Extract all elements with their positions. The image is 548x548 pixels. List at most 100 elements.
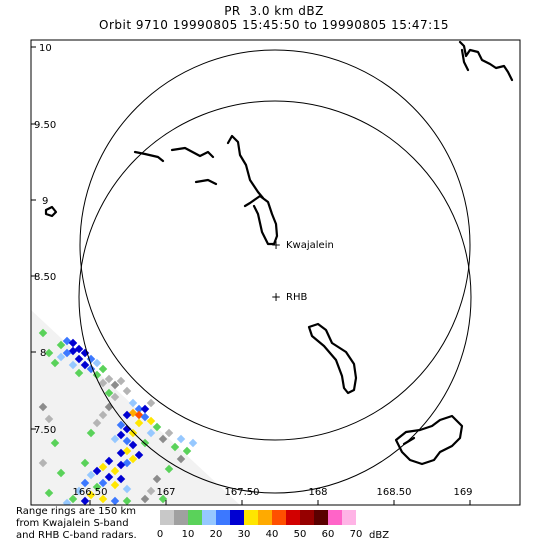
- radar-echo-cell: [110, 380, 120, 390]
- lon-label-168: 168: [308, 487, 327, 498]
- swath-edge-region: [31, 310, 240, 505]
- radar-echo-cell: [134, 450, 144, 460]
- colorbar-tick-10: 10: [182, 529, 195, 540]
- radar-echo-cell: [56, 352, 66, 362]
- colorbar-swatch: [202, 510, 216, 525]
- radar-echo-cell: [92, 358, 102, 368]
- kwajalein-range-ring: [79, 49, 471, 441]
- lat-label-8-50: 8.50: [34, 272, 56, 283]
- radar-echo-cell: [98, 364, 108, 374]
- radar-echo-cell: [134, 404, 144, 414]
- radar-echo-cell: [110, 434, 120, 444]
- lon-label-167: 167: [156, 487, 175, 498]
- dbz-colorbar: [160, 510, 356, 525]
- radar-echo-cell: [110, 392, 120, 402]
- radar-echo-cell: [92, 482, 102, 492]
- radar-echo-cell: [116, 448, 126, 458]
- radar-echo-cell: [128, 440, 138, 450]
- colorbar-swatch: [314, 510, 328, 525]
- radar-echo-cell: [116, 420, 126, 430]
- orbit-subtitle: Orbit 9710 19990805 15:45:50 to 19990805…: [99, 18, 449, 32]
- lat-label-8: 8: [40, 348, 46, 359]
- radar-echo-cell: [116, 430, 126, 440]
- map-frame: [30, 39, 521, 506]
- lon-label-168-50: 168.50: [377, 487, 412, 498]
- radar-echo-cell: [98, 378, 108, 388]
- map-title: PR 3.0 km dBZ: [224, 4, 324, 18]
- radar-echo-cell: [134, 418, 144, 428]
- radar-echo-cell: [128, 454, 138, 464]
- radar-echo-cell: [62, 498, 72, 505]
- northeast-atoll-outline: [458, 40, 514, 82]
- radar-echo-cell: [140, 404, 150, 414]
- radar-echo-cell: [38, 328, 48, 338]
- radar-echo-cell: [146, 416, 156, 426]
- radar-echo-cell: [80, 458, 90, 468]
- lat-label-10: 10: [39, 43, 52, 54]
- colorbar-tick-20: 20: [210, 529, 223, 540]
- lon-label-166-50: 166.50: [73, 487, 108, 498]
- radar-echo-cell: [98, 494, 108, 504]
- radar-echo-cell: [146, 398, 156, 408]
- colorbar-swatch: [342, 510, 356, 525]
- radar-echo-cell: [98, 410, 108, 420]
- radar-echo-cell: [80, 360, 90, 370]
- colorbar-tick-50: 50: [294, 529, 307, 540]
- radar-echo-cell: [104, 374, 114, 384]
- radar-echo-cell: [188, 438, 198, 448]
- colorbar-swatch: [286, 510, 300, 525]
- radar-echo-cell: [38, 402, 48, 412]
- radar-echo-cell: [116, 376, 126, 386]
- radar-echo-cell: [68, 338, 78, 348]
- lat-label-9-50: 9.50: [34, 120, 56, 131]
- radar-echo-cell: [44, 348, 54, 358]
- radar-echo-cell: [176, 434, 186, 444]
- radar-echo-cell: [122, 386, 132, 396]
- radar-echo-cell: [110, 496, 120, 505]
- radar-echo-cell: [164, 428, 174, 438]
- lon-label-169: 169: [453, 487, 472, 498]
- radar-echo-cell: [122, 496, 132, 505]
- colorbar-swatch: [258, 510, 272, 525]
- radar-echo-cell: [146, 486, 156, 496]
- radar-echo-cell: [92, 418, 102, 428]
- radar-echo-cell: [86, 470, 96, 480]
- radar-echo-cell: [104, 456, 114, 466]
- radar-echo-cell: [170, 442, 180, 452]
- rhb-label: RHB: [286, 292, 307, 303]
- radar-echo-cell: [176, 454, 186, 464]
- central-atoll-outline: [307, 322, 358, 395]
- radar-echo-cell: [80, 348, 90, 358]
- radar-echo-cell: [122, 410, 132, 420]
- colorbar-tick-70: 70: [350, 529, 363, 540]
- radar-echo-cell: [104, 472, 114, 482]
- colorbar-swatch: [160, 510, 174, 525]
- colorbar-swatch: [174, 510, 188, 525]
- colorbar-swatch: [230, 510, 244, 525]
- radar-echo-cell: [56, 468, 66, 478]
- radar-echo-cell: [122, 424, 132, 434]
- radar-echo-cell: [140, 494, 150, 504]
- southeast-atoll-outline: [394, 414, 464, 466]
- radar-echo-cell: [152, 474, 162, 484]
- radar-echo-cell: [98, 462, 108, 472]
- radar-echo-cell: [74, 486, 84, 496]
- west-islet-outline: [44, 205, 58, 218]
- colorbar-unit: dBZ: [369, 530, 389, 541]
- kwajalein-atoll-outline: [133, 134, 279, 246]
- radar-echo-cell: [140, 412, 150, 422]
- colorbar-swatch: [300, 510, 314, 525]
- colorbar-swatch: [188, 510, 202, 525]
- radar-echo-cell: [80, 496, 90, 505]
- lon-label-167-50: 167.50: [225, 487, 260, 498]
- footnote-line-1: Range rings are 150 km: [16, 506, 136, 517]
- footnote-line-3: and RHB C-band radars.: [16, 530, 137, 541]
- radar-echo-cell: [56, 340, 66, 350]
- colorbar-tick-40: 40: [266, 529, 279, 540]
- radar-echo-cell: [128, 398, 138, 408]
- radar-echo-cell: [146, 428, 156, 438]
- colorbar-tick-0: 0: [157, 529, 163, 540]
- colorbar-swatch: [244, 510, 258, 525]
- colorbar-swatch: [272, 510, 286, 525]
